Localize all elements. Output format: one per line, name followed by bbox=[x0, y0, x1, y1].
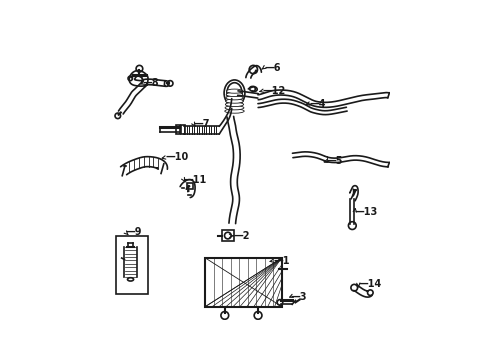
Circle shape bbox=[115, 113, 121, 118]
Circle shape bbox=[128, 76, 132, 81]
Circle shape bbox=[249, 66, 258, 74]
Circle shape bbox=[254, 311, 262, 319]
Bar bbox=[116, 236, 147, 294]
Ellipse shape bbox=[225, 109, 244, 113]
Ellipse shape bbox=[226, 89, 243, 93]
Circle shape bbox=[168, 81, 173, 86]
Bar bbox=[222, 230, 234, 242]
Text: —2: —2 bbox=[234, 231, 250, 241]
Text: —1: —1 bbox=[273, 256, 290, 266]
Circle shape bbox=[221, 311, 229, 319]
Ellipse shape bbox=[224, 80, 245, 106]
Ellipse shape bbox=[225, 99, 244, 103]
Ellipse shape bbox=[226, 96, 243, 100]
Text: —12: —12 bbox=[263, 86, 286, 96]
Bar bbox=[205, 258, 282, 307]
Text: —7: —7 bbox=[194, 118, 210, 129]
Circle shape bbox=[368, 290, 373, 296]
Circle shape bbox=[136, 66, 143, 72]
Ellipse shape bbox=[249, 86, 257, 91]
Circle shape bbox=[224, 232, 231, 239]
Bar bbox=[176, 125, 180, 134]
Text: —5: —5 bbox=[326, 156, 343, 166]
Text: —9: —9 bbox=[125, 227, 142, 237]
Text: —13: —13 bbox=[355, 207, 378, 217]
Text: —8: —8 bbox=[142, 78, 159, 89]
Ellipse shape bbox=[225, 102, 244, 107]
Circle shape bbox=[348, 222, 356, 229]
Circle shape bbox=[277, 300, 283, 305]
Circle shape bbox=[351, 284, 358, 291]
Text: —6: —6 bbox=[264, 63, 281, 73]
Bar bbox=[181, 125, 185, 134]
Ellipse shape bbox=[225, 106, 244, 110]
Bar bbox=[187, 183, 193, 189]
Text: —10: —10 bbox=[166, 152, 189, 162]
Ellipse shape bbox=[127, 278, 134, 281]
Ellipse shape bbox=[226, 93, 243, 96]
Text: —14: —14 bbox=[358, 279, 382, 289]
Text: —11: —11 bbox=[184, 175, 207, 185]
Text: —4: —4 bbox=[309, 99, 326, 109]
Ellipse shape bbox=[227, 83, 242, 103]
Text: —3: —3 bbox=[291, 292, 307, 302]
